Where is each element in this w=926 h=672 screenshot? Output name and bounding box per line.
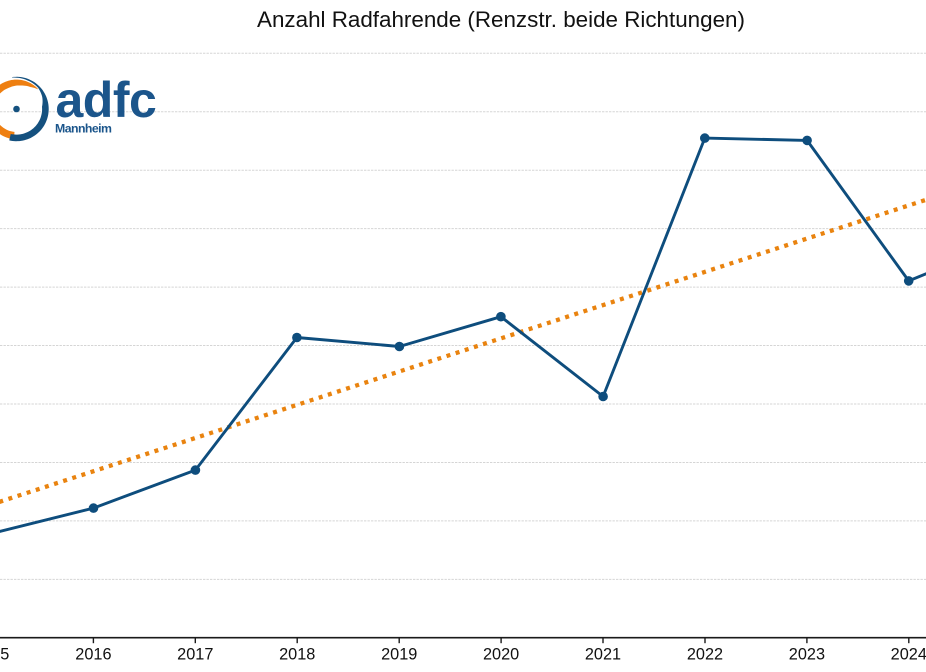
svg-text:2021: 2021 (585, 645, 621, 663)
svg-text:2023: 2023 (789, 645, 825, 663)
svg-text:2024: 2024 (891, 645, 926, 663)
svg-text:2022: 2022 (687, 645, 723, 663)
svg-text:Mannheim: Mannheim (55, 122, 112, 136)
svg-text:2018: 2018 (279, 645, 315, 663)
svg-text:2020: 2020 (483, 645, 519, 663)
svg-text:2015: 2015 (0, 645, 9, 663)
svg-text:2016: 2016 (75, 645, 111, 663)
svg-text:2019: 2019 (381, 645, 417, 663)
svg-text:adfc: adfc (56, 72, 157, 128)
svg-text:Anzahl Radfahrende (Renzstr. b: Anzahl Radfahrende (Renzstr. beide Richt… (257, 7, 745, 32)
svg-text:2017: 2017 (177, 645, 213, 663)
